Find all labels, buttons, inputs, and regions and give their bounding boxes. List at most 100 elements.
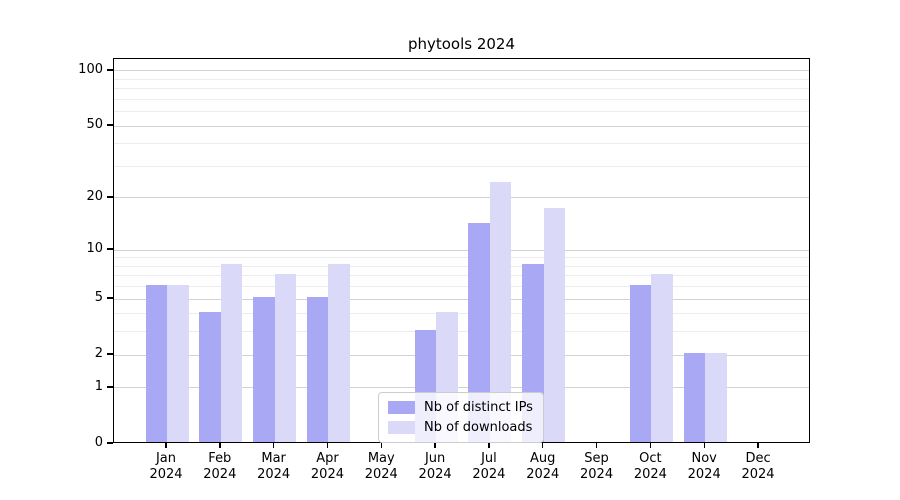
x-tick-mark	[326, 443, 329, 448]
x-tick-month: Sep	[584, 451, 609, 466]
bar-downloads-mar-2024	[274, 273, 297, 442]
y-tick-mark	[107, 69, 113, 71]
x-tick-mark	[165, 443, 167, 448]
x-tick-mark	[380, 443, 382, 448]
y-tick-mark	[107, 442, 113, 444]
gridline	[114, 354, 809, 356]
y-tick-mark	[107, 386, 113, 388]
x-tick-year: 2024	[418, 466, 452, 482]
x-tick-year: 2024	[526, 466, 560, 482]
x-tick-mark	[542, 443, 544, 448]
y-tick-label: 100	[78, 61, 103, 77]
bar-ips-apr-2024	[306, 297, 329, 442]
legend-swatch-downloads-icon	[388, 421, 415, 434]
bar-downloads-jul-2024	[489, 181, 512, 442]
plot-area	[113, 58, 810, 443]
x-tick-month: Oct	[639, 451, 662, 466]
x-tick-year: 2024	[310, 466, 344, 482]
bar-ips-oct-2024	[629, 284, 652, 442]
gridline	[114, 143, 809, 145]
x-tick-label: Sep 2024	[565, 451, 629, 482]
bar-downloads-aug-2024	[543, 208, 566, 442]
x-tick-label: Feb 2024	[188, 451, 252, 482]
x-tick-mark	[434, 443, 436, 448]
x-tick-month: Mar	[261, 451, 286, 466]
x-tick-month: Apr	[316, 451, 339, 466]
bar-ips-nov-2024	[683, 353, 706, 442]
x-tick-month: Jul	[481, 451, 497, 466]
bar-downloads-nov-2024	[705, 353, 727, 442]
x-tick-label: Dec 2024	[726, 451, 790, 482]
gridline	[114, 313, 809, 315]
gridline	[114, 111, 809, 113]
x-tick-label: Jun 2024	[403, 451, 467, 482]
y-tick-mark	[107, 248, 113, 250]
bar-ips-mar-2024	[253, 297, 275, 442]
x-tick-year: 2024	[580, 466, 614, 482]
x-tick-month: Nov	[691, 451, 717, 466]
x-tick-label: Oct 2024	[618, 451, 682, 482]
x-tick-label: Nov 2024	[672, 451, 736, 482]
gridline	[114, 298, 809, 300]
x-tick-month: Feb	[208, 451, 232, 466]
x-tick-year: 2024	[633, 466, 667, 482]
x-tick-label: Mar 2024	[242, 451, 306, 482]
gridline	[114, 165, 809, 167]
x-tick-year: 2024	[364, 466, 398, 482]
x-tick-year: 2024	[203, 466, 237, 482]
y-tick-label: 10	[86, 241, 103, 257]
legend-swatch-ips-icon	[388, 401, 415, 414]
gridline	[114, 88, 809, 90]
chart-title: phytools 2024	[407, 35, 516, 53]
y-tick-label: 1	[94, 378, 103, 394]
x-tick-year: 2024	[687, 466, 721, 482]
y-tick-label: 0	[94, 435, 103, 450]
x-tick-month: Aug	[530, 451, 556, 466]
legend: Nb of distinct IPs Nb of downloads	[378, 392, 544, 443]
x-tick-label: Jan 2024	[134, 451, 198, 482]
x-tick-year: 2024	[472, 466, 506, 482]
bar-downloads-jan-2024	[167, 284, 189, 442]
y-tick-label: 20	[86, 188, 103, 204]
bar-ips-jan-2024	[145, 284, 167, 442]
y-tick-label: 2	[94, 346, 103, 362]
gridline	[114, 98, 809, 100]
bar-downloads-oct-2024	[651, 273, 673, 442]
x-tick-label: Apr 2024	[295, 451, 359, 482]
gridline	[114, 331, 809, 333]
y-tick-mark	[107, 353, 113, 355]
legend-label-ips: Nb of distinct IPs	[424, 400, 533, 415]
gridline	[114, 125, 809, 127]
legend-label-downloads: Nb of downloads	[424, 420, 533, 435]
legend-item-distinct-ips: Nb of distinct IPs	[388, 400, 533, 415]
x-tick-mark	[272, 443, 275, 448]
x-tick-year: 2024	[741, 466, 775, 482]
gridline	[114, 70, 809, 72]
x-tick-mark	[219, 443, 221, 448]
bar-ips-feb-2024	[199, 311, 221, 442]
y-tick-mark	[107, 124, 113, 126]
x-tick-mark	[649, 443, 652, 448]
gridline	[114, 286, 809, 288]
y-tick-label: 50	[86, 117, 103, 133]
gridline	[114, 249, 809, 251]
gridline	[114, 197, 809, 199]
y-tick-label: 5	[94, 290, 103, 306]
x-tick-mark	[757, 443, 759, 448]
x-tick-year: 2024	[149, 466, 183, 482]
x-tick-mark	[595, 443, 598, 448]
y-tick-mark	[107, 196, 113, 198]
x-tick-month: Jun	[424, 451, 446, 466]
x-tick-label: Jul 2024	[457, 451, 521, 482]
gridline	[114, 387, 809, 389]
bar-downloads-feb-2024	[220, 264, 243, 442]
bar-downloads-apr-2024	[328, 264, 350, 442]
gridline	[114, 257, 809, 259]
gridline	[114, 265, 809, 267]
x-tick-mark	[703, 443, 705, 448]
y-tick-mark	[107, 297, 113, 299]
x-tick-mark	[488, 443, 490, 448]
bar-ips-jul-2024	[468, 223, 490, 442]
legend-item-downloads: Nb of downloads	[388, 420, 533, 435]
